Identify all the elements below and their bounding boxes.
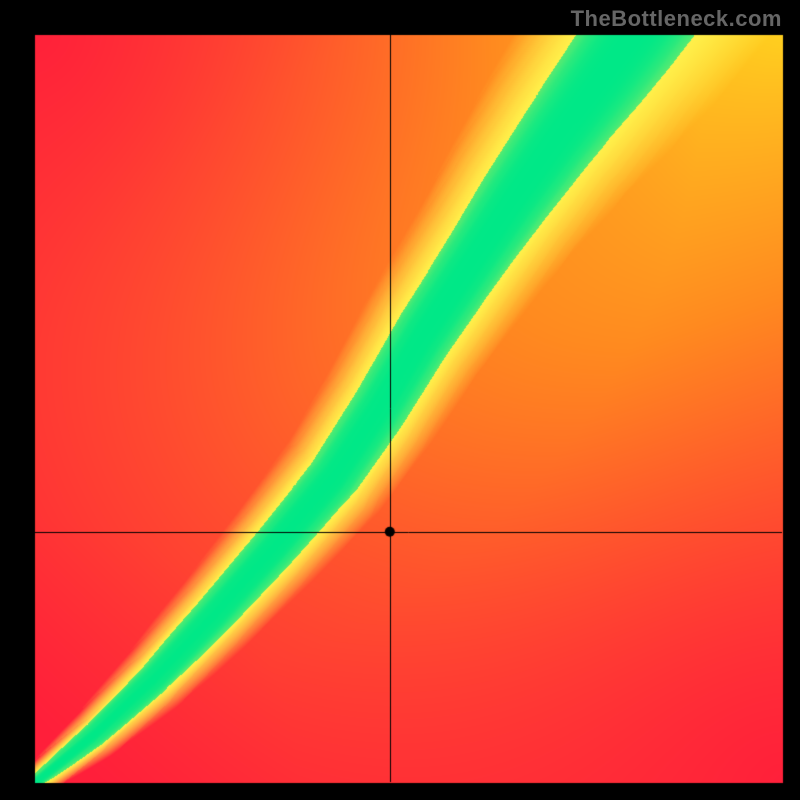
chart-container: TheBottleneck.com [0,0,800,800]
watermark-text: TheBottleneck.com [571,6,782,32]
bottleneck-heatmap [0,0,800,800]
